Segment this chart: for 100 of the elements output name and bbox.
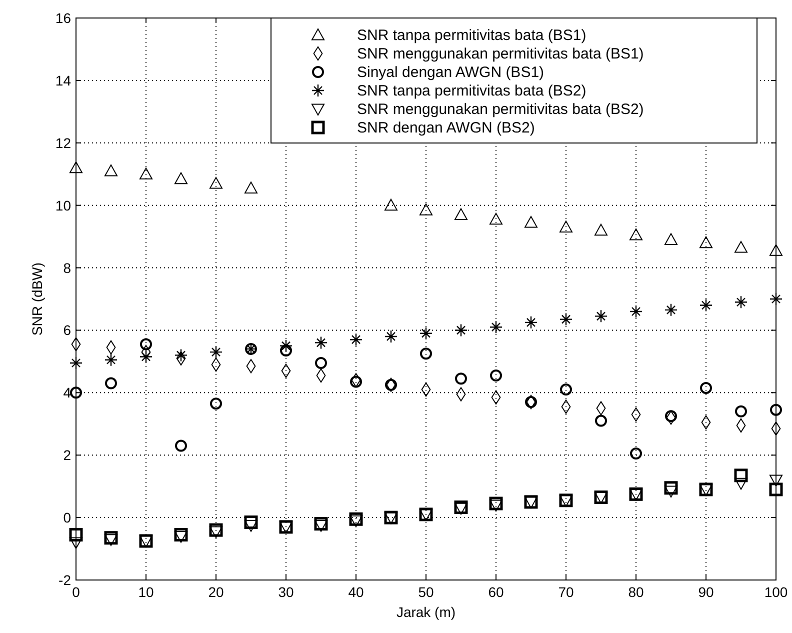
point [455,372,467,385]
point [384,330,398,344]
point [700,236,712,248]
point [314,517,328,531]
point [769,292,783,306]
point [770,474,782,487]
point [314,336,328,350]
x-axis-title: Jarak (m) [396,604,456,620]
point [349,332,363,346]
point [140,168,152,180]
point [769,482,783,496]
x-tick-label: 40 [348,584,364,600]
point [595,414,607,427]
point [630,448,642,460]
point [734,296,748,309]
point [665,410,677,422]
y-axis-title: SNR (dBW) [29,262,45,336]
y-tick-label: 8 [63,260,72,276]
point [210,526,222,538]
point [70,386,82,399]
point [734,468,748,482]
point [420,348,432,360]
point [454,324,468,337]
point [524,216,538,228]
point [630,228,642,240]
x-tick-label: 80 [628,584,644,600]
y-tick-label: 0 [63,510,72,526]
point [280,344,292,357]
point [174,172,188,184]
y-tick-label: 16 [55,10,72,26]
point [174,528,188,542]
y-tick-label: 2 [63,447,72,464]
point [244,515,258,529]
x-tick-label: 10 [138,584,154,600]
legend-label: SNR dengan AWGN (BS2) [357,120,535,136]
x-tick-label: 90 [698,584,714,600]
point [419,326,433,340]
point [700,382,712,394]
y-tick-label: 10 [55,197,72,214]
point [104,353,118,366]
point [245,342,257,355]
point [734,240,748,253]
point [140,338,152,350]
x-tick-label: 20 [208,584,224,600]
point [664,233,678,245]
point [490,369,502,382]
point [594,310,608,323]
point [420,204,432,216]
y-tick-label: 4 [63,384,72,401]
point [384,198,398,211]
y-tick-label: 14 [55,72,72,88]
point [69,528,83,542]
point [770,244,782,256]
point [735,405,747,418]
point [209,345,223,359]
point [490,500,502,512]
point [350,515,362,528]
legend-label: SNR menggunakan permitivitas bata (BS1) [357,46,644,62]
point [734,478,748,490]
point [454,208,468,220]
point [594,224,608,236]
y-tick-label: 6 [63,322,72,338]
y-tick-label: 12 [55,134,72,151]
point [69,356,83,370]
point [139,350,153,364]
point [315,357,327,370]
point [490,212,502,225]
point [104,534,118,546]
point [210,176,222,189]
y-tick-label: -2 [58,572,72,588]
point [664,303,678,317]
point [350,376,362,388]
x-tick-label: 100 [764,584,788,600]
point [70,537,82,550]
point [559,312,573,326]
point [560,220,572,232]
point [104,164,118,176]
legend-label: SNR menggunakan permitivitas bata (BS2) [357,101,644,118]
point [664,486,678,498]
x-tick-label: 30 [278,584,294,600]
x-tick-label: 50 [418,584,434,600]
point [629,304,643,318]
point [244,182,258,194]
point [175,440,187,452]
point [489,320,503,334]
point [664,481,678,495]
point [560,384,572,396]
legend-label: SNR tanpa permitivitas bata (BS2) [357,82,586,100]
point [349,512,363,526]
point [770,404,782,416]
legend-label: Sinyal dengan AWGN (BS1) [357,64,544,81]
point [699,298,713,312]
point [70,161,82,174]
point [209,523,223,537]
point [174,348,188,362]
point [105,377,117,390]
x-tick-label: 70 [558,584,574,600]
legend-label: SNR tanpa permitivitas bata (BS1) [357,27,586,44]
x-tick-label: 60 [488,584,504,600]
point [104,531,118,545]
